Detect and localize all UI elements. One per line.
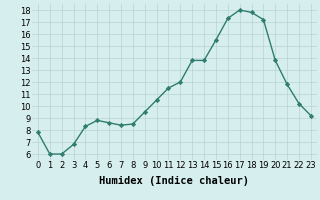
X-axis label: Humidex (Indice chaleur): Humidex (Indice chaleur) — [100, 176, 249, 186]
